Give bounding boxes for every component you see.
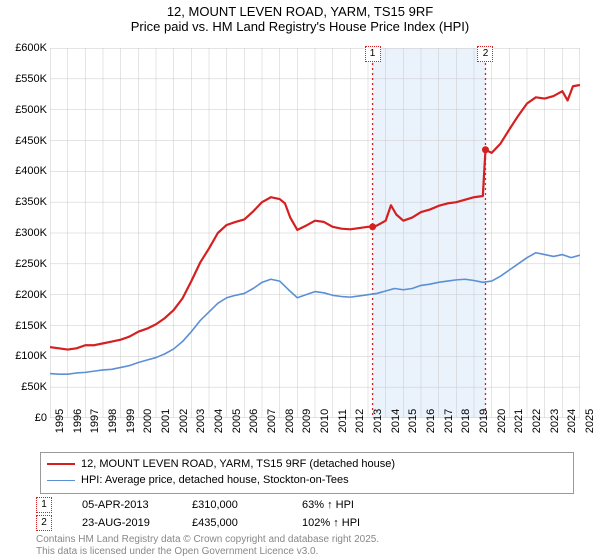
legend-swatch (47, 480, 75, 481)
x-axis-label: 2007 (266, 409, 278, 433)
x-axis-label: 2012 (354, 409, 366, 433)
y-axis-label: £300K (2, 227, 47, 239)
x-axis-label: 2023 (549, 409, 561, 433)
x-axis-label: 2014 (390, 409, 402, 433)
y-axis-label: £100K (2, 350, 47, 362)
y-axis-label: £600K (2, 42, 47, 54)
attribution-line2: This data is licensed under the Open Gov… (36, 546, 379, 558)
x-axis-label: 1999 (125, 409, 137, 433)
y-axis-label: £400K (2, 165, 47, 177)
x-axis-label: 2009 (301, 409, 313, 433)
y-axis-label: £200K (2, 289, 47, 301)
legend-swatch (47, 463, 75, 465)
x-axis-label: 2000 (142, 409, 154, 433)
x-axis-label: 1995 (54, 409, 66, 433)
legend-label: HPI: Average price, detached house, Stoc… (81, 474, 349, 486)
y-axis-label: £250K (2, 258, 47, 270)
x-axis-label: 2013 (372, 409, 384, 433)
x-axis-label: 1998 (107, 409, 119, 433)
x-axis-label: 2021 (513, 409, 525, 433)
sale-marker-ref: 1 (36, 497, 52, 513)
attribution-text: Contains HM Land Registry data © Crown c… (36, 534, 379, 558)
x-axis-label: 2016 (425, 409, 437, 433)
attribution-line1: Contains HM Land Registry data © Crown c… (36, 534, 379, 546)
title-address: 12, MOUNT LEVEN ROAD, YARM, TS15 9RF (0, 4, 600, 19)
chart-title-block: 12, MOUNT LEVEN ROAD, YARM, TS15 9RF Pri… (0, 0, 600, 34)
x-axis-label: 2005 (231, 409, 243, 433)
y-axis-label: £550K (2, 73, 47, 85)
sale-price: £310,000 (192, 499, 302, 511)
x-axis-label: 2017 (443, 409, 455, 433)
x-axis-label: 2010 (319, 409, 331, 433)
x-axis-label: 2025 (584, 409, 596, 433)
x-axis-label: 2002 (178, 409, 190, 433)
sale-date: 23-AUG-2019 (82, 517, 192, 529)
y-axis-label: £0 (2, 412, 47, 424)
x-axis-label: 2022 (531, 409, 543, 433)
x-axis-label: 2020 (496, 409, 508, 433)
legend-label: 12, MOUNT LEVEN ROAD, YARM, TS15 9RF (de… (81, 458, 395, 470)
legend-row: 12, MOUNT LEVEN ROAD, YARM, TS15 9RF (de… (47, 456, 567, 472)
sale-pct: 63% ↑ HPI (302, 499, 422, 511)
x-axis-label: 1997 (89, 409, 101, 433)
x-axis-label: 2024 (566, 409, 578, 433)
sale-marker-ref: 2 (36, 515, 52, 531)
chart-svg (50, 48, 580, 418)
x-axis-label: 2011 (337, 409, 349, 433)
legend-box: 12, MOUNT LEVEN ROAD, YARM, TS15 9RF (de… (40, 452, 574, 494)
title-subtitle: Price paid vs. HM Land Registry's House … (0, 19, 600, 34)
x-axis-label: 2015 (407, 409, 419, 433)
sale-row: 2 23-AUG-2019£435,000102% ↑ HPI (36, 514, 422, 532)
x-axis-label: 2001 (160, 409, 172, 433)
x-axis-label: 2019 (478, 409, 490, 433)
chart-area: £0£50K£100K£150K£200K£250K£300K£350K£400… (50, 48, 580, 418)
x-axis-label: 2008 (284, 409, 296, 433)
x-axis-label: 2006 (248, 409, 260, 433)
legend-row: HPI: Average price, detached house, Stoc… (47, 472, 567, 488)
sale-row: 1 05-APR-2013£310,00063% ↑ HPI (36, 496, 422, 514)
sales-table: 1 05-APR-2013£310,00063% ↑ HPI 2 23-AUG-201… (36, 496, 422, 532)
sale-marker-1: 1 (365, 46, 381, 62)
sale-pct: 102% ↑ HPI (302, 517, 422, 529)
y-axis-label: £500K (2, 104, 47, 116)
sale-date: 05-APR-2013 (82, 499, 192, 511)
y-axis-label: £350K (2, 196, 47, 208)
x-axis-label: 2018 (460, 409, 472, 433)
sale-price: £435,000 (192, 517, 302, 529)
x-axis-label: 1996 (72, 409, 84, 433)
x-axis-label: 2003 (195, 409, 207, 433)
y-axis-label: £450K (2, 135, 47, 147)
y-axis-label: £50K (2, 381, 47, 393)
x-axis-label: 2004 (213, 409, 225, 433)
y-axis-label: £150K (2, 320, 47, 332)
sale-marker-2: 2 (477, 46, 493, 62)
